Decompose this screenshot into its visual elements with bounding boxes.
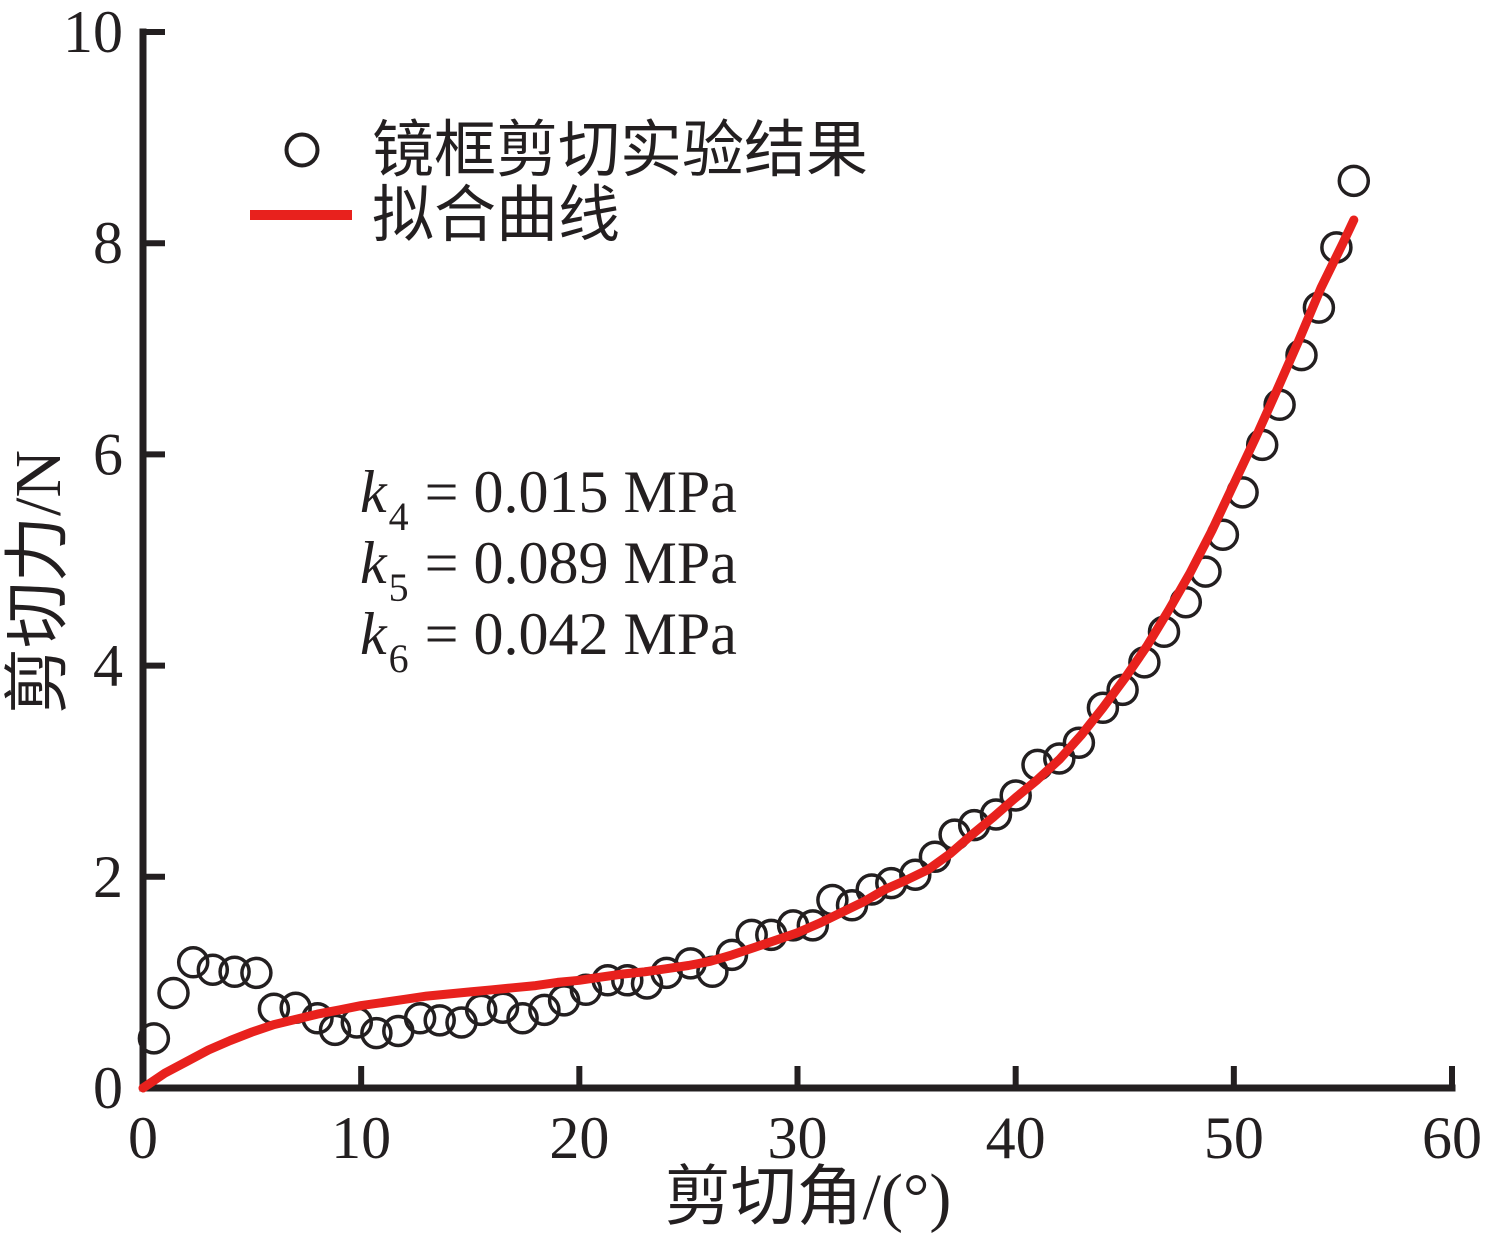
- annotation-k5: k5 = 0.089 MPa: [360, 530, 737, 610]
- data-point-marker: [464, 993, 498, 1027]
- data-point-marker: [796, 909, 830, 942]
- y-tick-label: 6: [93, 421, 123, 487]
- data-point-marker: [176, 946, 210, 979]
- x-tick-label: 10: [331, 1105, 391, 1171]
- x-axis-label: 剪切角/(°): [665, 1161, 952, 1234]
- fit-curve-line: [138, 215, 1359, 1093]
- data-point-marker: [157, 976, 190, 1010]
- data-point-marker: [1043, 742, 1076, 775]
- annotation-k6: k6 = 0.042 MPa: [360, 601, 737, 681]
- x-tick-label: 0: [128, 1105, 158, 1171]
- annotations: k4 = 0.015 MPa k5 = 0.089 MPa k6 = 0.042 MP…: [360, 459, 737, 681]
- y-tick-label: 4: [93, 633, 123, 699]
- axes: 0 10 20 30 40 50 60 0 2 4 6 8 10: [63, 0, 1482, 1171]
- data-point-marker: [835, 889, 869, 922]
- y-tick-label: 8: [93, 210, 123, 276]
- data-point-marker: [1086, 691, 1120, 725]
- legend: 镜框剪切实验结果 拟合曲线: [250, 117, 868, 250]
- x-tick-label: 40: [986, 1105, 1046, 1171]
- x-tick-label: 20: [549, 1105, 609, 1171]
- data-point-marker: [611, 964, 644, 997]
- data-point-marker: [318, 1013, 352, 1047]
- data-point-marker: [528, 993, 561, 1027]
- data-point-marker: [423, 1004, 456, 1037]
- legend-label-experiment: 镜框剪切实验结果: [372, 117, 868, 185]
- data-point-marker: [1062, 726, 1096, 759]
- x-tick-label: 30: [768, 1105, 828, 1171]
- data-point-marker: [999, 779, 1032, 812]
- data-point-marker: [137, 1022, 171, 1055]
- y-tick-label: 2: [93, 844, 123, 910]
- scatter-series: [137, 164, 1371, 1055]
- data-point-marker: [360, 1016, 393, 1050]
- legend-label-fit: 拟合曲线: [372, 182, 620, 250]
- x-tick-label: 50: [1204, 1105, 1264, 1171]
- data-point-marker: [218, 955, 251, 989]
- x-tick-label: 60: [1422, 1105, 1482, 1171]
- data-point-marker: [240, 956, 273, 990]
- y-tick-label: 10: [63, 0, 123, 65]
- data-point-marker: [506, 1002, 539, 1035]
- data-point-marker: [899, 858, 932, 891]
- data-point-marker: [1337, 164, 1371, 198]
- data-point-marker: [382, 1014, 415, 1048]
- data-point-marker: [403, 1002, 437, 1035]
- data-point-marker: [979, 798, 1013, 831]
- annotation-k4: k4 = 0.015 MPa: [360, 459, 737, 539]
- fit-curve-series: [138, 215, 1359, 1093]
- legend-scatter-marker-icon: [284, 132, 320, 168]
- data-point-marker: [196, 953, 230, 986]
- y-axis-label: 剪切力/N: [2, 450, 75, 714]
- y-tick-label: 0: [93, 1055, 123, 1121]
